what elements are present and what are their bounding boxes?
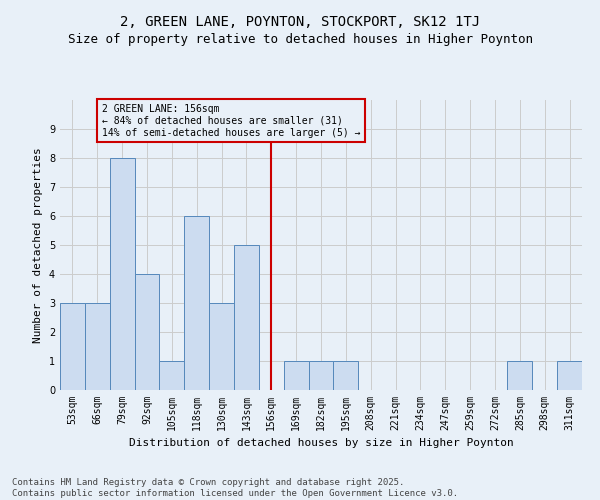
Bar bbox=[134, 274, 160, 390]
Bar bbox=[60, 303, 85, 390]
X-axis label: Distribution of detached houses by size in Higher Poynton: Distribution of detached houses by size … bbox=[128, 438, 514, 448]
Bar bbox=[284, 361, 308, 390]
Text: 2, GREEN LANE, POYNTON, STOCKPORT, SK12 1TJ: 2, GREEN LANE, POYNTON, STOCKPORT, SK12 … bbox=[120, 15, 480, 29]
Bar bbox=[334, 361, 358, 390]
Text: Size of property relative to detached houses in Higher Poynton: Size of property relative to detached ho… bbox=[67, 32, 533, 46]
Bar bbox=[308, 361, 334, 390]
Bar bbox=[160, 361, 184, 390]
Bar bbox=[110, 158, 134, 390]
Bar bbox=[184, 216, 209, 390]
Bar bbox=[209, 303, 234, 390]
Text: 2 GREEN LANE: 156sqm
← 84% of detached houses are smaller (31)
14% of semi-detac: 2 GREEN LANE: 156sqm ← 84% of detached h… bbox=[102, 104, 360, 138]
Bar bbox=[234, 245, 259, 390]
Bar bbox=[85, 303, 110, 390]
Bar bbox=[557, 361, 582, 390]
Y-axis label: Number of detached properties: Number of detached properties bbox=[34, 147, 43, 343]
Text: Contains HM Land Registry data © Crown copyright and database right 2025.
Contai: Contains HM Land Registry data © Crown c… bbox=[12, 478, 458, 498]
Bar bbox=[508, 361, 532, 390]
